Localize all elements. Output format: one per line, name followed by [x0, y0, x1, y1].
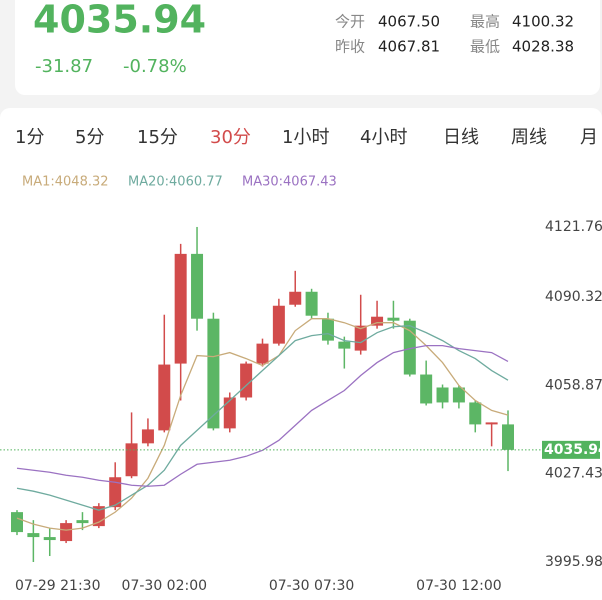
candle-body [158, 364, 171, 431]
legend-entry: MA1:4048.32 [22, 175, 109, 190]
stat-label: 最低 [470, 38, 500, 56]
chart-panel [0, 108, 602, 600]
last-price-box [542, 440, 600, 459]
tab[interactable]: 4小时 [360, 127, 407, 148]
change: -31.87 [35, 56, 93, 77]
candle-body [485, 422, 498, 425]
candle-body [371, 316, 384, 326]
stat-label: 今开 [335, 13, 365, 31]
candle-body [223, 397, 236, 429]
candle-body [92, 506, 105, 527]
price: 4035.94 [33, 0, 206, 42]
ma-line [16, 325, 509, 511]
candle-body [191, 253, 204, 319]
candle-body [125, 443, 138, 477]
candle-body [305, 291, 318, 316]
tab[interactable]: 日线 [443, 127, 479, 148]
candle-body [60, 523, 73, 542]
legend-entry: MA30:4067.43 [242, 175, 337, 190]
y-tick-label: 4058.87 [545, 378, 602, 394]
y-tick-label: 4027.43 [545, 466, 602, 482]
last-price-label: 4035.94 [544, 442, 602, 458]
tab[interactable]: 5分 [75, 127, 104, 148]
candle-body [76, 520, 89, 524]
stat-label: 最高 [470, 13, 500, 31]
candle-body [43, 537, 56, 541]
tab[interactable]: 月 [580, 127, 598, 148]
candle-body [141, 429, 154, 444]
y-tick-label: 4121.76 [545, 219, 602, 235]
tab[interactable]: 1小时 [282, 127, 329, 148]
tab[interactable]: 15分 [137, 127, 178, 148]
tab[interactable]: 周线 [511, 127, 547, 148]
candle-body [207, 318, 220, 429]
candle-body [272, 305, 285, 344]
candle-body [420, 374, 433, 404]
y-tick-label: 4090.32 [545, 289, 602, 305]
candle-body [27, 533, 40, 538]
stat-value: 4100.32 [512, 13, 574, 31]
quote-card [15, 0, 600, 95]
tab[interactable]: 30分 [210, 127, 251, 148]
x-tick-label: 07-30 07:30 [269, 578, 354, 594]
x-tick-label: 07-29 21:30 [15, 578, 100, 594]
x-tick-label: 07-30 02:00 [122, 578, 207, 594]
tab[interactable]: 1分 [15, 127, 44, 148]
x-tick-label: 07-30 12:00 [416, 578, 501, 594]
candle-body [436, 387, 449, 403]
stat-value: 4028.38 [512, 38, 574, 56]
candle-body [11, 512, 23, 533]
candle-body [109, 477, 122, 508]
candle-body [452, 387, 465, 403]
stat-label: 昨收 [335, 38, 365, 56]
candle-body [256, 343, 269, 364]
candle-body [289, 291, 302, 305]
stat-value: 4067.81 [378, 38, 440, 56]
candle-body [469, 402, 482, 425]
candle-body [354, 325, 367, 351]
candle-body [174, 253, 187, 364]
legend-entry: MA20:4060.77 [128, 175, 223, 190]
candle-body [502, 424, 514, 450]
candle-body [240, 363, 253, 398]
change-pct: -0.78% [123, 56, 187, 77]
candle-body [338, 341, 351, 349]
candle-body [387, 317, 400, 321]
candle-body [321, 318, 334, 341]
stat-value: 4067.50 [378, 13, 440, 31]
y-tick-label: 3995.98 [545, 554, 602, 570]
